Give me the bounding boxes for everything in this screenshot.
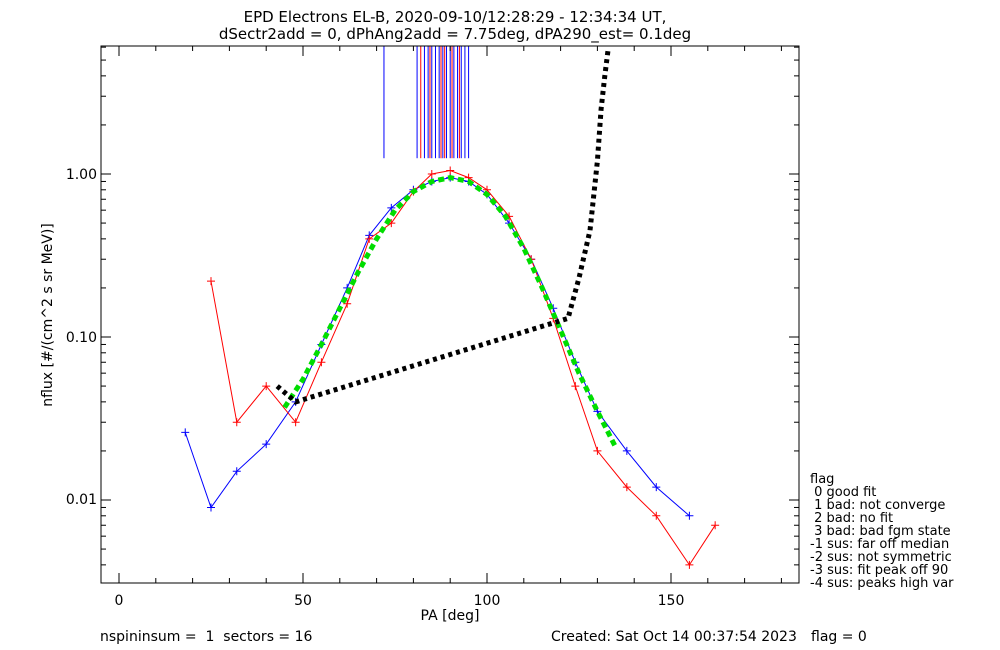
data-point-marker xyxy=(317,358,326,367)
y-axis-label: nflux [#/(cm^2 s sr MeV)] xyxy=(40,223,56,407)
y-tick-label: 0.01 xyxy=(66,492,97,508)
data-point-marker xyxy=(291,418,300,427)
data-point-marker xyxy=(232,418,241,427)
data-point-marker xyxy=(343,299,352,308)
x-tick-label: 0 xyxy=(115,593,124,609)
data-point-marker xyxy=(207,503,215,512)
footer-spin-info: nspininsum = 1 sectors = 16 xyxy=(100,629,313,645)
x-tick-label: 50 xyxy=(294,593,312,609)
x-tick-label: 150 xyxy=(658,593,685,609)
data-point-marker xyxy=(446,166,455,175)
red-series-group xyxy=(207,166,720,569)
fit-series-group xyxy=(282,175,619,449)
legend-item: -2 sus: not symmetric xyxy=(810,550,952,565)
legend-item: 3 bad: bad fgm state xyxy=(810,524,951,539)
legend-item: 2 bad: no fit xyxy=(810,511,893,526)
data-point-marker xyxy=(652,511,661,520)
blue-series-group xyxy=(181,173,694,520)
x-axis-label: PA [deg] xyxy=(421,608,480,624)
data-point-marker xyxy=(622,446,631,455)
legend-item: 0 good fit xyxy=(810,485,876,500)
legend-item: 1 bad: not converge xyxy=(810,498,945,513)
footer-created: Created: Sat Oct 14 00:37:54 2023 xyxy=(551,629,797,645)
y-tick-label: 1.00 xyxy=(66,167,97,183)
data-point-marker xyxy=(427,170,436,178)
data-point-marker xyxy=(181,428,190,437)
series-line xyxy=(184,177,690,517)
data-point-marker xyxy=(622,483,631,492)
data-point-marker xyxy=(365,234,374,243)
chart-subtitle: dSectr2add = 0, dPhAng2add = 7.75deg, dP… xyxy=(219,25,691,44)
footer-flag: flag = 0 xyxy=(811,629,867,645)
series-line xyxy=(210,169,716,566)
data-point-marker xyxy=(685,560,694,569)
data-point-marker xyxy=(262,440,271,449)
series-line xyxy=(282,175,619,449)
x-tick-label: 100 xyxy=(474,593,501,609)
data-point-marker xyxy=(207,277,215,286)
data-point-marker xyxy=(232,467,241,476)
chart-title: EPD Electrons EL-B, 2020-09-10/12:28:29 … xyxy=(244,8,667,26)
data-point-marker xyxy=(571,382,580,391)
data-point-marker xyxy=(652,483,661,492)
data-point-marker xyxy=(685,511,694,520)
data-point-marker xyxy=(711,521,720,530)
data-point-marker xyxy=(593,446,602,455)
y-tick-label: 0.10 xyxy=(66,330,97,346)
axis-ticks xyxy=(101,46,799,583)
legend-item: -1 sus: far off median xyxy=(810,537,949,552)
spikes-group xyxy=(383,46,470,159)
legend-item: -4 sus: peaks high var xyxy=(810,576,954,591)
data-point-marker xyxy=(387,203,396,212)
legend-item: -3 sus: fit peak off 90 xyxy=(810,563,948,578)
data-point-marker xyxy=(262,382,271,391)
legend-title: flag xyxy=(810,472,834,487)
